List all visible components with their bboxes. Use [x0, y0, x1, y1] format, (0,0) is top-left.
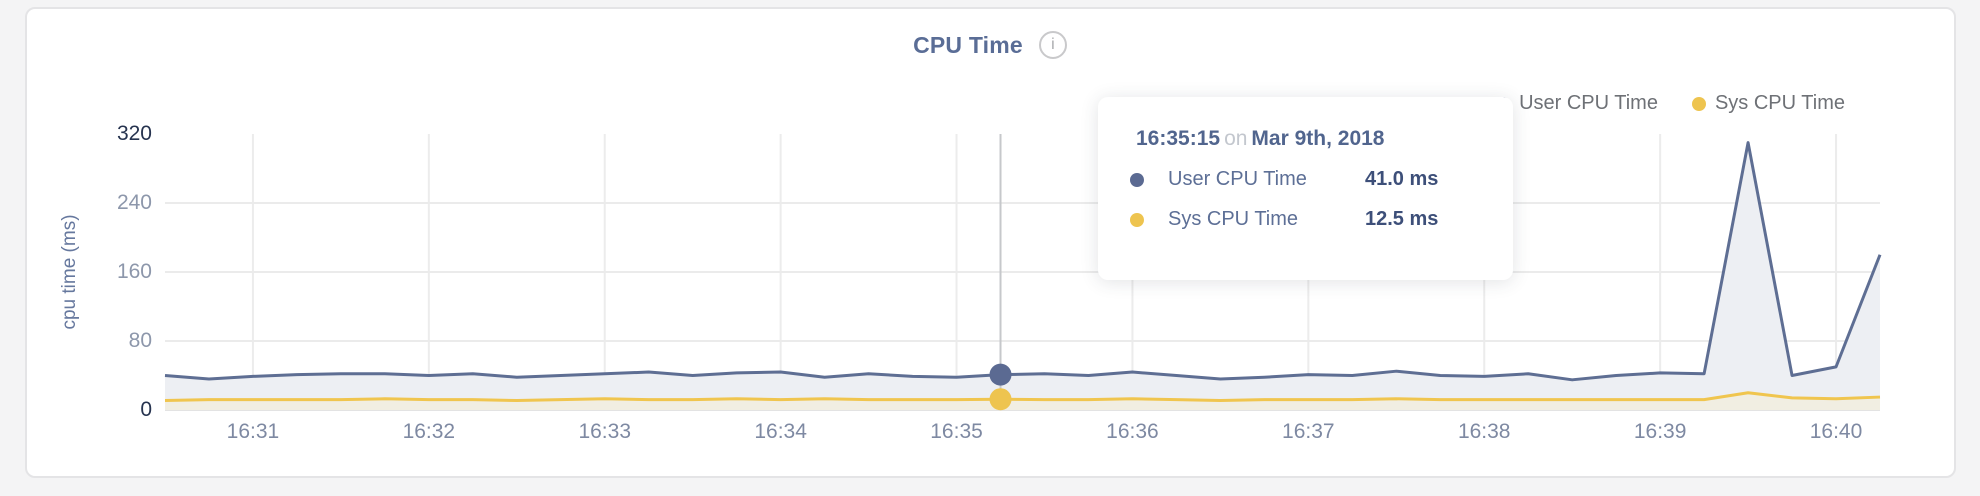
y-tick-label: 240: [116, 191, 152, 214]
legend-label: User CPU Time: [1519, 92, 1658, 114]
y-tick-label: 80: [128, 329, 152, 352]
tooltip-date: Mar 9th, 2018: [1251, 127, 1385, 150]
legend-item-sys-cpu-time[interactable]: Sys CPU Time: [1691, 92, 1845, 115]
tooltip-series-label: User CPU Time: [1168, 168, 1307, 190]
tooltip-row: User CPU Time 41.0 ms: [1098, 168, 1513, 191]
x-tick-label: 16:32: [402, 420, 456, 443]
user-cpu-area: [165, 142, 1880, 410]
tooltip-title: 16:35:15 on Mar 9th, 2018: [1098, 127, 1513, 151]
tooltip-rows: User CPU Time 41.0 ms Sys CPU Time 12.5 ms: [1098, 168, 1513, 231]
x-tick-label: 16:38: [1457, 420, 1511, 443]
y-tick-label: 0: [140, 398, 152, 421]
tooltip-row: Sys CPU Time 12.5 ms: [1098, 208, 1513, 231]
x-tick-label: 16:37: [1282, 420, 1335, 443]
hover-point-user: [989, 363, 1012, 386]
chart-title: CPU Time: [913, 31, 1023, 58]
sys-cpu-area: [165, 392, 1880, 410]
tooltip-series-dot: [1130, 212, 1144, 227]
tooltip-series-label: Sys CPU Time: [1168, 208, 1299, 230]
x-tick-label: 16:39: [1633, 420, 1687, 443]
hover-point-sys: [989, 388, 1012, 411]
chart-tooltip: 16:35:15 on Mar 9th, 2018 User CPU Time 41.…: [1098, 97, 1513, 280]
tooltip-series-value: 41.0 ms: [1365, 168, 1439, 190]
sys-cpu-line: [164, 391, 1881, 403]
legend: User CPU Time Sys CPU Time: [1496, 92, 1845, 115]
y-tick-label: 160: [116, 260, 152, 283]
y-tick-label: 320: [116, 122, 152, 145]
legend-item-user-cpu-time[interactable]: User CPU Time: [1496, 92, 1658, 115]
legend-label: Sys CPU Time: [1714, 92, 1845, 114]
x-tick-label: 16:36: [1106, 420, 1159, 443]
info-icon[interactable]: i: [1038, 31, 1067, 59]
tooltip-series-value: 12.5 ms: [1365, 208, 1439, 230]
x-tick-label: 16:33: [578, 420, 632, 443]
user-cpu-line: [164, 141, 1882, 382]
legend-dot: [1691, 96, 1706, 111]
x-tick-label: 16:40: [1809, 420, 1863, 443]
tooltip-connector: on: [1224, 127, 1248, 150]
chart-header: CPU Time i: [0, 31, 1980, 59]
x-tick-label: 16:35: [930, 420, 983, 443]
x-tick-label: 16:34: [754, 420, 807, 443]
tooltip-time: 16:35:15: [1136, 127, 1221, 150]
tooltip-series-dot: [1130, 172, 1144, 187]
x-tick-label: 16:31: [226, 420, 280, 443]
info-icon-glyph: i: [1051, 36, 1055, 53]
